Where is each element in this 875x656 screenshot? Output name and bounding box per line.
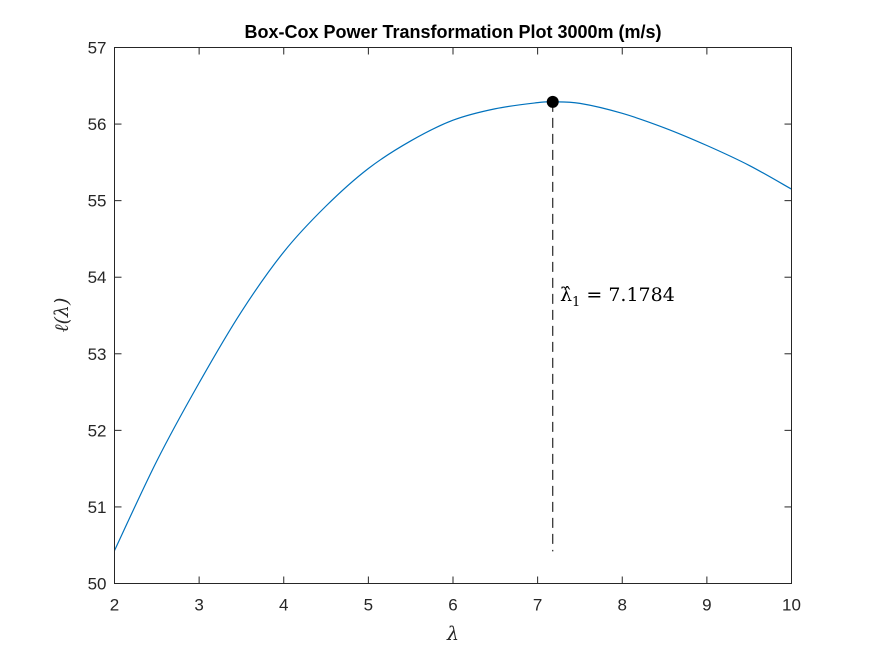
x-tick-label: 6 [448, 596, 457, 615]
x-tick-label: 2 [110, 596, 119, 615]
x-tick-label: 3 [194, 596, 203, 615]
x-tick-label: 4 [279, 596, 288, 615]
x-tick-labels: 2 3 4 5 6 7 8 9 10 [110, 596, 801, 615]
y-axis-label: ℓ(λ) [51, 298, 73, 333]
y-tick-label: 54 [88, 268, 107, 287]
y-tick-label: 53 [88, 345, 107, 364]
annotation-value: 7.1784 [608, 284, 674, 306]
x-tick-label: 10 [782, 596, 801, 615]
y-tick-label: 52 [88, 421, 107, 440]
y-tick-label: 50 [88, 575, 107, 594]
x-tick-label: 9 [702, 596, 711, 615]
ticks-layer [114, 47, 792, 584]
x-tick-label: 5 [364, 596, 373, 615]
lambda-hat-annotation: λ̂1 = 7.1784 [560, 284, 675, 310]
peak-marker [546, 95, 559, 108]
series-line [113, 101, 792, 551]
y-tick-label: 57 [88, 39, 107, 58]
annotation-subscript: 1 [572, 295, 580, 310]
annotation-equals: = [580, 284, 608, 306]
axes-box [114, 47, 792, 584]
x-tick-label: 7 [533, 596, 542, 615]
chart-title: Box-Cox Power Transformation Plot 3000m … [244, 22, 661, 42]
annotation-lambda-symbol: λ̂ [560, 284, 572, 306]
x-axis-label: λ [446, 623, 459, 645]
y-tick-label: 51 [88, 498, 107, 517]
y-tick-label: 56 [88, 115, 107, 134]
y-tick-labels: 50 51 52 53 54 55 56 57 [88, 39, 107, 594]
x-tick-label: 8 [618, 596, 627, 615]
y-tick-label: 55 [88, 192, 107, 211]
